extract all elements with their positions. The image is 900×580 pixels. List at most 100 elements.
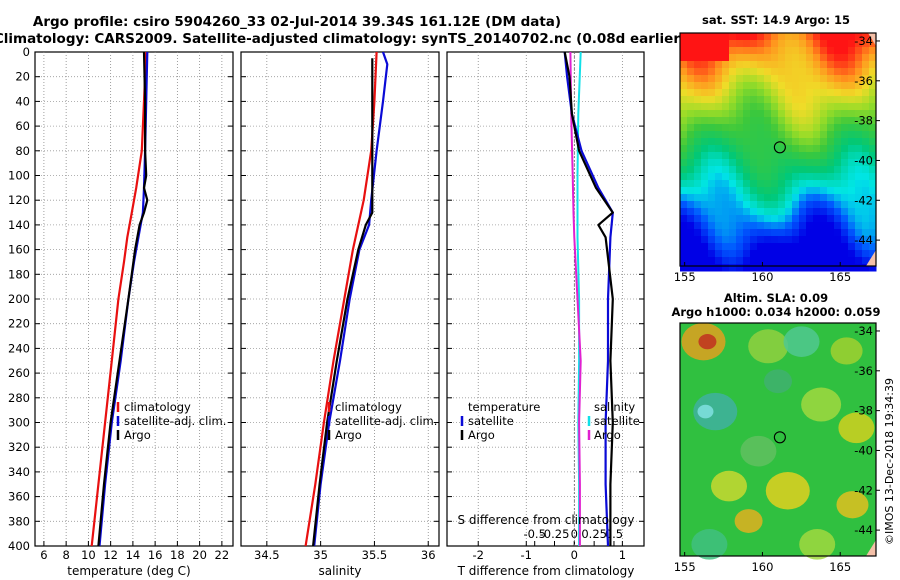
sst-map-cell xyxy=(701,33,709,41)
sst-map-cell xyxy=(757,40,765,48)
sst-map-cell xyxy=(806,222,814,230)
sst-map-cell xyxy=(680,89,688,97)
sst-map-cell xyxy=(708,250,716,258)
sst-map-cell xyxy=(834,103,842,111)
sst-map-cell xyxy=(764,124,772,132)
sst-map-cell xyxy=(750,82,758,90)
map2-xtick-label: 160 xyxy=(751,560,773,574)
sst-map-cell xyxy=(722,222,730,230)
sst-map-cell xyxy=(757,103,765,111)
sst-map-cell xyxy=(827,229,835,237)
sst-map-cell xyxy=(687,236,695,244)
sst-map-cell xyxy=(757,243,765,251)
sst-map-cell xyxy=(778,236,786,244)
sst-map-cell xyxy=(820,82,828,90)
difference-salinity-legend-title: salinity xyxy=(594,400,635,414)
sst-map-cell xyxy=(771,215,779,223)
sst-map-cell xyxy=(827,187,835,195)
sst-map-cell xyxy=(694,180,702,188)
sst-map-cell xyxy=(771,257,779,265)
sst-map-cell xyxy=(834,159,842,167)
sst-map-cell xyxy=(694,68,702,76)
sst-map-cell xyxy=(708,243,716,251)
sst-map-cell xyxy=(799,180,807,188)
sst-map-cell xyxy=(680,54,688,62)
sst-map-cell xyxy=(855,201,863,209)
sst-map-cell xyxy=(834,89,842,97)
sst-map-cell xyxy=(841,89,849,97)
sst-map-cell xyxy=(715,82,723,90)
sst-map-cell xyxy=(841,103,849,111)
sst-map-cell xyxy=(834,54,842,62)
sst-map-cell xyxy=(708,124,716,132)
sst-map-cell xyxy=(729,173,737,181)
sst-map-cell xyxy=(715,159,723,167)
sst-map-cell xyxy=(806,173,814,181)
sst-map-cell xyxy=(708,152,716,160)
sla-map-subtitle: Argo h1000: 0.034 h2000: 0.059 xyxy=(671,305,880,319)
sst-map-cell xyxy=(820,208,828,216)
sst-map-cell xyxy=(834,40,842,48)
sst-map-cell xyxy=(680,103,688,111)
sst-map-cell xyxy=(785,54,793,62)
sst-map-cell xyxy=(799,257,807,265)
sst-map-cell xyxy=(841,47,849,55)
sst-map-cell xyxy=(806,257,814,265)
sst-map-cell xyxy=(708,159,716,167)
sst-map-cell xyxy=(834,250,842,258)
sst-map-cell xyxy=(764,145,772,153)
sst-map-cell xyxy=(722,187,730,195)
sst-map-cell xyxy=(785,145,793,153)
sst-map-cell xyxy=(687,166,695,174)
sst-map-cell xyxy=(862,236,870,244)
sst-map-cell xyxy=(806,250,814,258)
depth-tick-label: 60 xyxy=(15,119,30,133)
sst-map-cell xyxy=(757,145,765,153)
sst-map-cell xyxy=(750,145,758,153)
sst-map-cell xyxy=(694,222,702,230)
sst-map-cell xyxy=(715,117,723,125)
sst-map-cell xyxy=(799,82,807,90)
sst-map-cell xyxy=(736,166,744,174)
sst-map-cell xyxy=(792,152,800,160)
sst-map-cell xyxy=(827,61,835,69)
sst-map-cell xyxy=(701,61,709,69)
sst-map-cell xyxy=(750,124,758,132)
sst-map-cell xyxy=(855,159,863,167)
sst-map-cell xyxy=(848,96,856,104)
sst-map-cell xyxy=(827,54,835,62)
sst-map-cell xyxy=(680,236,688,244)
sst-map-cell xyxy=(834,236,842,244)
sla-map-blob xyxy=(830,337,863,365)
sst-map-cell xyxy=(715,131,723,139)
sst-map-cell xyxy=(848,243,856,251)
sst-map-cell xyxy=(841,250,849,258)
sst-map-cell xyxy=(820,33,828,41)
sst-map-cell xyxy=(750,47,758,55)
sst-map-cell xyxy=(722,194,730,202)
sst-map-cell xyxy=(862,89,870,97)
sst-map-cell xyxy=(750,201,758,209)
sst-map-cell xyxy=(806,40,814,48)
sst-map-cell xyxy=(862,68,870,76)
sst-map-cell xyxy=(834,187,842,195)
sst-map-cell xyxy=(862,117,870,125)
sst-map-cell xyxy=(743,131,751,139)
sst-map-cell xyxy=(743,124,751,132)
sst-map-cell xyxy=(750,236,758,244)
sst-map-cell xyxy=(827,222,835,230)
sst-map-cell xyxy=(750,61,758,69)
sst-map-cell xyxy=(750,166,758,174)
sst-map-cell xyxy=(764,243,772,251)
sst-map-cell xyxy=(806,194,814,202)
sst-map-cell xyxy=(729,61,737,69)
sst-map-cell xyxy=(701,138,709,146)
sst-map-cell xyxy=(862,61,870,69)
sst-map-cell xyxy=(785,250,793,258)
sst-map-cell xyxy=(764,222,772,230)
sst-map-cell xyxy=(813,75,821,83)
sst-map-cell xyxy=(778,68,786,76)
sst-map-cell xyxy=(834,257,842,265)
sst-map-cell xyxy=(736,152,744,160)
sst-map-cell xyxy=(834,96,842,104)
